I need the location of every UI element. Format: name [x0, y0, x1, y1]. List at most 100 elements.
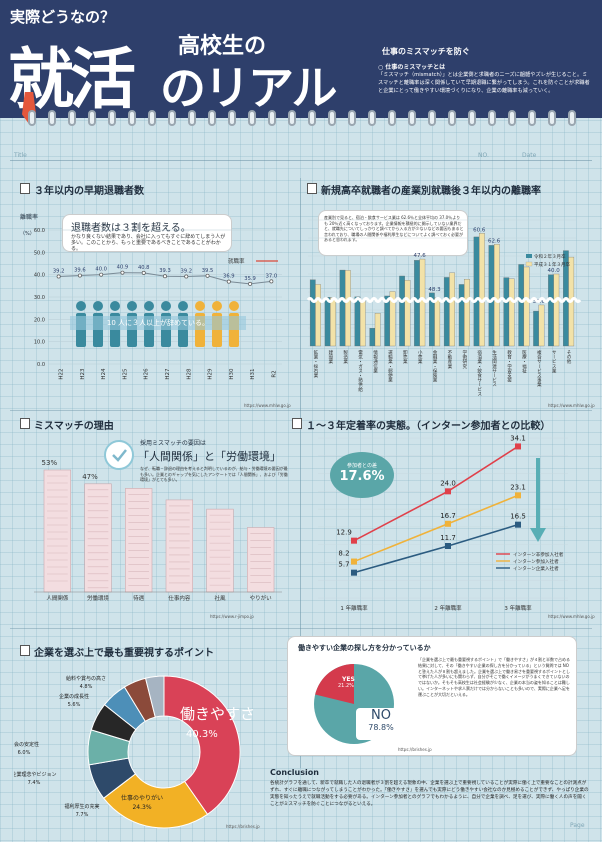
p3-bar — [206, 508, 234, 593]
p2-bar — [359, 300, 366, 347]
p1-value-label: 35.9 — [244, 276, 256, 282]
p2-legend-swatch — [525, 261, 533, 267]
p5-slice-label: 給料や賞与の高さ — [66, 675, 106, 682]
p4-point — [351, 537, 357, 544]
p4-badge: 参加者との差 17.6% — [330, 452, 394, 498]
p5-title: 企業を選ぶ上で最も重要視するポイント — [34, 648, 214, 659]
p2-bar — [443, 277, 450, 347]
p1-xtick: H31 — [250, 368, 256, 379]
person-icon — [178, 301, 188, 311]
p1-point — [226, 279, 231, 284]
p2-xtick: 生活関連サービス — [492, 349, 497, 387]
p1-ylabel-unit: （%） — [20, 231, 35, 237]
p2-xtick: 鉱業・採石業 — [313, 349, 318, 379]
p4-point — [351, 569, 357, 576]
p1-point — [163, 274, 167, 279]
p1-headline: 退職者数は３割を超える。 — [71, 223, 191, 234]
p1-point — [269, 279, 274, 284]
notebook-ring — [548, 110, 556, 126]
p1-xtick: H25 — [122, 368, 128, 380]
p6-no-label: NO — [371, 708, 391, 723]
notebook-ring — [468, 110, 476, 126]
p2-bar — [339, 269, 346, 347]
p4-xtick: 2 年離職率 — [434, 604, 462, 612]
page-no-line: NO. — [478, 152, 489, 159]
p2-bar — [309, 279, 316, 347]
p4-legend: インターン非参加入社者 — [513, 551, 564, 558]
notebook-ring — [408, 110, 416, 126]
notebook-ring — [128, 110, 136, 126]
p5-slice-label: 福利厚生の充実 — [64, 803, 99, 810]
p1-value-label: 36.9 — [223, 274, 235, 280]
p1-xtick: H28 — [186, 368, 192, 380]
p2-axis-break — [306, 297, 582, 303]
p1-point — [248, 281, 253, 286]
p5-source: https://brishes.jp — [226, 824, 260, 829]
header-desc-sub: ○ 仕事のミスマッチとは — [378, 64, 446, 71]
p2-bar — [399, 275, 405, 347]
p2-xtick: 建設業 — [328, 349, 333, 365]
p2-xtick: 小売業 — [417, 349, 422, 365]
p6-yes-value: 21.2% — [338, 683, 354, 689]
header-desc-title: 仕事のミスマッチを防ぐ — [382, 47, 470, 56]
page-date-line: Date — [522, 152, 537, 159]
p3-xtick: 仕事内容 — [168, 594, 191, 602]
column-divider — [300, 178, 301, 768]
p4-xtick: 1 年離職率 — [340, 604, 368, 612]
p2-xtick: 製造業 — [343, 349, 348, 365]
p3-bar — [165, 499, 193, 593]
header-kicker: 実際どうなの？ — [10, 8, 116, 26]
p1-value-label: 37.0 — [266, 273, 278, 279]
p4-badge-label: 参加者との差 — [347, 463, 377, 469]
p2-bar — [389, 291, 396, 347]
p4-value-label: 5.7 — [338, 561, 349, 569]
p2-xtick: 情報通信業 — [373, 349, 378, 374]
row-divider-1 — [10, 410, 592, 411]
p3-bar — [43, 469, 71, 593]
notepad-icon — [307, 183, 317, 194]
p5-slice-label: 仕事のやりがい — [121, 794, 163, 802]
p3-chart: 人間関係 53% 労働環境 47% 待遇 仕事内容 社風 やりがい — [34, 459, 282, 602]
notepad-icon — [20, 418, 30, 429]
notebook-ring — [568, 110, 576, 126]
p1-chart: 0.0 10.0 20.0 30.0 40.0 50.0 60.0 39.2 39.6 40.0 4… — [34, 228, 282, 380]
p1-value-label: 40.8 — [138, 265, 150, 271]
p1-ylabel: 離職率 — [20, 214, 39, 221]
p5-slice — [102, 773, 209, 829]
p1-ytick: 30.0 — [34, 295, 45, 301]
check-icon — [104, 440, 134, 470]
p1-xtick: H22 — [59, 368, 65, 379]
p4-point — [445, 488, 451, 495]
p3-xtick: 人間関係 — [46, 594, 69, 602]
notebook-ring — [268, 110, 276, 126]
header-title-sub1: 高校生の — [178, 34, 267, 59]
notebook-ring — [488, 110, 496, 126]
p2-xtick: 卸売業 — [402, 349, 407, 365]
notebook-ring — [168, 110, 176, 126]
p6-card: 働きやすい企業の探し方を分かっているか 「企業を選ぶ上で最も重要視するポイント」… — [287, 636, 577, 756]
p2-legend-b: 平成３１年３月卒 — [534, 261, 570, 268]
conclusion-title: Conclusion — [270, 768, 319, 777]
p4-value-label: 11.7 — [440, 534, 456, 542]
p5-slice — [144, 675, 165, 718]
p5-slice — [163, 675, 241, 816]
p2-bar — [434, 297, 441, 347]
page-footer: Page — [570, 822, 585, 829]
notebook-ring — [68, 110, 76, 126]
p2-chart: 鉱業・採石業 建設業 製造業 電気・ガス・熱供給 情報通信業 運輸業・郵便業 卸売業 47.6… — [306, 219, 582, 396]
p1-xtick: H26 — [144, 368, 150, 380]
down-arrow-icon — [530, 528, 546, 542]
p3-xtick: 社風 — [214, 594, 226, 602]
p2-bar — [464, 279, 470, 347]
p2-bar — [523, 266, 530, 347]
p3-value-label: 53% — [42, 459, 58, 467]
p5-slice-value: 24.3% — [132, 804, 151, 811]
p1-value-label: 39.2 — [180, 268, 192, 274]
p5-slice-value: 7.7% — [76, 812, 89, 818]
notebook-ring — [528, 110, 536, 126]
notebook-ring — [368, 110, 376, 126]
p6-no-value: 78.8% — [368, 723, 394, 732]
p2-bar — [553, 273, 560, 347]
p2-legend-swatch — [526, 254, 532, 258]
p1-ytick: 60.0 — [34, 228, 45, 234]
